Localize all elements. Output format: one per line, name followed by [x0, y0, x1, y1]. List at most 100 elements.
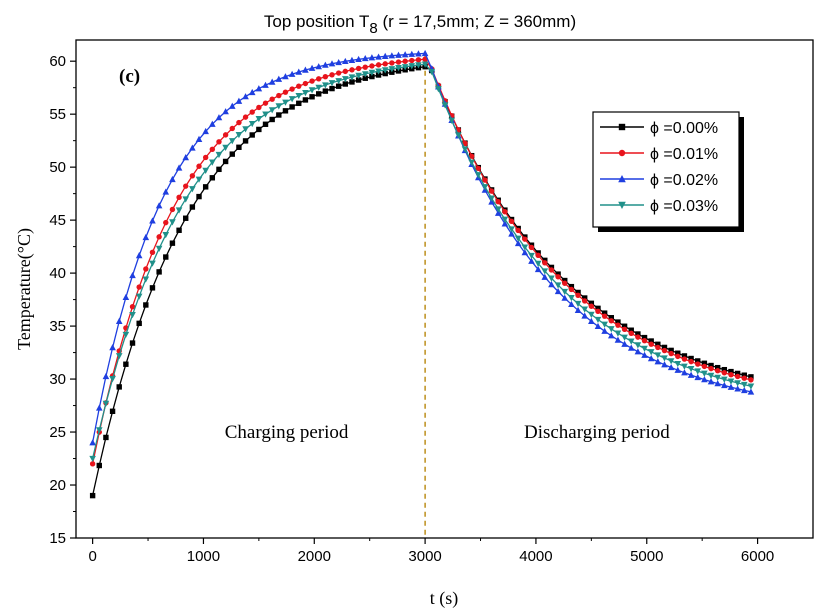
data-point — [389, 60, 395, 66]
data-point — [628, 330, 634, 337]
data-point — [196, 163, 202, 169]
data-point — [362, 64, 368, 70]
data-point — [714, 368, 721, 374]
data-point — [95, 404, 103, 411]
data-point — [129, 304, 136, 310]
data-point — [675, 353, 681, 360]
data-point — [175, 207, 183, 214]
data-point — [169, 175, 176, 183]
data-point — [601, 313, 608, 319]
data-point — [508, 218, 515, 225]
data-point — [714, 380, 721, 387]
data-point — [661, 344, 668, 351]
data-point — [618, 149, 626, 157]
data-point — [115, 317, 123, 324]
data-point — [388, 66, 396, 73]
data-point — [329, 85, 335, 92]
data-point — [155, 202, 163, 209]
data-point — [322, 82, 329, 89]
data-point — [315, 63, 323, 70]
data-point — [216, 166, 222, 173]
data-point — [648, 341, 654, 347]
data-point — [375, 53, 382, 60]
data-point — [635, 331, 641, 337]
data-point — [568, 300, 575, 308]
series-group — [89, 49, 755, 499]
legend-entry: ϕ =0.03% — [600, 198, 718, 215]
data-point — [668, 347, 674, 354]
data-point — [222, 158, 229, 165]
data-point — [542, 260, 548, 266]
data-point — [316, 76, 322, 82]
data-point — [96, 462, 102, 469]
data-point — [302, 80, 309, 87]
data-point — [548, 280, 555, 288]
data-point — [189, 186, 196, 193]
data-point — [495, 198, 501, 205]
x-tick-label: 4000 — [519, 548, 552, 565]
data-point — [302, 90, 309, 97]
data-point — [701, 370, 708, 377]
data-point — [667, 363, 675, 371]
y-tick-label: 50 — [49, 159, 66, 176]
data-point — [695, 358, 701, 364]
data-point — [621, 323, 628, 329]
data-point — [228, 102, 236, 109]
data-point — [641, 345, 648, 352]
data-point — [129, 312, 136, 319]
series-1 — [89, 56, 754, 467]
data-point — [415, 57, 422, 63]
data-point — [561, 294, 569, 301]
data-point — [701, 376, 708, 383]
data-point — [635, 334, 641, 340]
data-point — [548, 275, 555, 282]
data-point — [275, 75, 283, 82]
data-point — [395, 65, 402, 72]
data-point — [316, 91, 322, 97]
data-point — [382, 61, 388, 67]
data-point — [681, 363, 688, 370]
data-point — [375, 72, 382, 78]
data-point — [475, 165, 482, 172]
data-point — [342, 57, 349, 65]
data-point — [601, 321, 608, 328]
data-point — [256, 104, 262, 111]
data-point — [268, 78, 276, 85]
data-point — [275, 103, 283, 110]
data-point — [328, 80, 336, 87]
data-point — [328, 60, 336, 67]
data-point — [149, 217, 156, 224]
legend-label: ϕ =0.02% — [650, 172, 718, 189]
data-point — [627, 338, 635, 345]
y-tick-label: 60 — [49, 53, 66, 70]
data-point — [361, 54, 369, 62]
data-point — [581, 306, 588, 313]
data-point — [668, 350, 674, 357]
data-point — [242, 93, 249, 100]
data-point — [235, 97, 243, 104]
data-point — [361, 71, 369, 78]
data-point — [349, 79, 355, 85]
data-point — [269, 96, 275, 102]
series-line — [91, 52, 752, 443]
data-point — [342, 81, 349, 87]
data-point — [575, 289, 581, 296]
data-point — [382, 70, 388, 77]
data-point — [618, 175, 626, 183]
chart-title: Top position T8 (r = 17,5mm; Z = 360mm) — [264, 12, 576, 37]
data-point — [554, 282, 562, 289]
data-point — [634, 348, 642, 355]
data-point — [248, 88, 256, 96]
data-point — [362, 75, 368, 81]
data-point — [329, 72, 335, 78]
data-point — [169, 206, 176, 213]
data-point — [135, 293, 143, 300]
data-point — [242, 138, 249, 144]
data-point — [681, 353, 688, 359]
series-2 — [89, 49, 755, 446]
data-point — [594, 322, 602, 330]
data-point — [615, 322, 621, 328]
data-point — [501, 220, 509, 227]
data-point — [561, 288, 569, 296]
data-point — [707, 372, 715, 379]
